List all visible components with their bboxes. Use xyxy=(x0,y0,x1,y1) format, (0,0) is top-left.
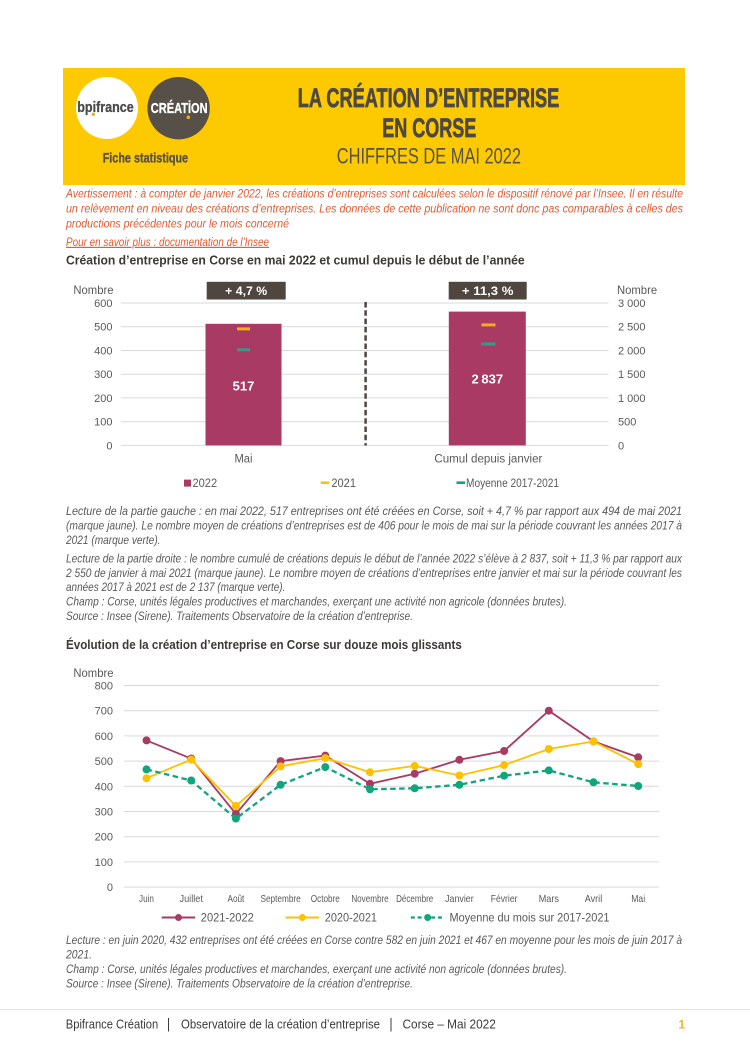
svg-text:Champ : Corse, unités légales: Champ : Corse, unités légales productive… xyxy=(66,596,567,609)
svg-text:2 837: 2 837 xyxy=(472,371,504,386)
svg-text:500: 500 xyxy=(95,756,113,768)
svg-text:Janvier: Janvier xyxy=(445,894,474,905)
svg-text:Nombre: Nombre xyxy=(617,283,657,297)
svg-text:Création d’entreprise en Corse: Création d’entreprise en Corse en mai 20… xyxy=(66,253,525,267)
svg-text:400: 400 xyxy=(94,346,112,358)
svg-text:productions précédentes pour l: productions précédentes pour le mois con… xyxy=(65,218,289,231)
svg-text:200: 200 xyxy=(94,393,112,405)
svg-text:100: 100 xyxy=(94,417,112,429)
svg-text:2021.: 2021. xyxy=(65,949,92,962)
svg-text:Lecture de la partie gauche :: Lecture de la partie gauche : en mai 202… xyxy=(66,505,682,518)
svg-text:1 500: 1 500 xyxy=(618,369,646,381)
svg-text:600: 600 xyxy=(95,731,113,743)
svg-text:Champ : Corse, unités légales: Champ : Corse, unités légales productive… xyxy=(66,963,567,976)
svg-text:2020-2021: 2020-2021 xyxy=(325,913,377,925)
svg-text:Moyenne du mois sur 2017-2021: Moyenne du mois sur 2017-2021 xyxy=(450,913,610,925)
svg-text:Septembre: Septembre xyxy=(261,894,301,905)
svg-text:Mai: Mai xyxy=(631,894,645,905)
svg-text:800: 800 xyxy=(95,681,113,693)
svg-text:Juillet: Juillet xyxy=(180,894,203,905)
svg-text:600: 600 xyxy=(94,298,112,310)
svg-text:517: 517 xyxy=(233,379,255,394)
svg-text:2 550 de janvier à mai 2021 (m: 2 550 de janvier à mai 2021 (marque jaun… xyxy=(65,567,682,580)
svg-text:EN CORSE: EN CORSE xyxy=(382,113,476,143)
svg-text:Octobre: Octobre xyxy=(311,894,340,905)
svg-text:Pour en savoir plus : document: Pour en savoir plus : documentation de l… xyxy=(66,236,269,249)
svg-text:300: 300 xyxy=(94,369,112,381)
svg-text:Août: Août xyxy=(228,894,245,905)
svg-text:Février: Février xyxy=(491,894,518,905)
svg-text:Corse – Mai 2022: Corse – Mai 2022 xyxy=(403,1017,496,1032)
svg-text:+ 11,3 %: + 11,3 % xyxy=(462,284,514,298)
svg-text:2 500: 2 500 xyxy=(618,322,646,334)
svg-text:un relèvement en niveau des cr: un relèvement en niveau des créations d’… xyxy=(66,203,683,216)
svg-text:bpifrance: bpifrance xyxy=(77,100,134,116)
svg-text:Décembre: Décembre xyxy=(396,894,433,905)
svg-text:Source : Insee (Sirene). Trait: Source : Insee (Sirene). Traitements Obs… xyxy=(66,610,413,623)
svg-text:CHIFFRES DE MAI 2022: CHIFFRES DE MAI 2022 xyxy=(337,144,521,169)
svg-text:700: 700 xyxy=(95,706,113,718)
svg-text:Observatoire de la création d’: Observatoire de la création d’entreprise xyxy=(181,1017,380,1032)
svg-text:Nombre: Nombre xyxy=(73,283,113,297)
svg-text:2021 (marque verte).: 2021 (marque verte). xyxy=(65,534,160,547)
svg-text:400: 400 xyxy=(95,781,113,793)
svg-text:Juin: Juin xyxy=(139,894,154,905)
svg-text:Évolution de la création d’ent: Évolution de la création d’entreprise en… xyxy=(66,637,462,652)
svg-text:500: 500 xyxy=(94,322,112,334)
svg-text:Source : Insee (Sirene). Trait: Source : Insee (Sirene). Traitements Obs… xyxy=(66,977,413,990)
svg-text:Avril: Avril xyxy=(585,894,602,905)
svg-text:Lecture de la partie droite :: Lecture de la partie droite : le nombre … xyxy=(66,552,683,565)
svg-text:1 000: 1 000 xyxy=(618,393,646,405)
svg-text:1: 1 xyxy=(679,1018,686,1032)
svg-text:0: 0 xyxy=(618,440,624,452)
svg-text:300: 300 xyxy=(95,807,113,819)
svg-text:2021-2022: 2021-2022 xyxy=(201,913,254,925)
svg-text:Bpifrance Création: Bpifrance Création xyxy=(66,1017,158,1032)
svg-text:CRÉATİON: CRÉATİON xyxy=(151,100,208,117)
svg-text:Avertissement : à compter de j: Avertissement : à compter de janvier 202… xyxy=(65,187,683,200)
svg-text:0: 0 xyxy=(107,882,113,894)
svg-text:Fiche statistique: Fiche statistique xyxy=(103,151,188,166)
svg-text:2 000: 2 000 xyxy=(618,346,646,358)
svg-text:2021: 2021 xyxy=(331,478,356,490)
svg-text:LA CRÉATION D’ENTREPRISE: LA CRÉATION D’ENTREPRISE xyxy=(298,82,560,113)
svg-text:500: 500 xyxy=(618,417,636,429)
svg-text:(marque jaune). Le nombre moye: (marque jaune). Le nombre moyen de créat… xyxy=(66,519,682,532)
svg-text:200: 200 xyxy=(95,832,113,844)
svg-text:Nombre: Nombre xyxy=(73,666,113,680)
svg-text:Cumul depuis janvier: Cumul depuis janvier xyxy=(434,453,542,465)
svg-text:Mars: Mars xyxy=(539,894,559,905)
svg-text:3 000: 3 000 xyxy=(618,298,646,310)
svg-text:+ 4,7 %: + 4,7 % xyxy=(225,284,268,298)
svg-text:Moyenne 2017-2021: Moyenne 2017-2021 xyxy=(466,478,559,490)
svg-text:0: 0 xyxy=(106,440,112,452)
svg-text:Mai: Mai xyxy=(235,453,253,465)
svg-text:années 2017 à 2021 est de 2 13: années 2017 à 2021 est de 2 137 (marque … xyxy=(66,581,285,594)
svg-text:Lecture : en juin 2020, 432 en: Lecture : en juin 2020, 432 entreprises … xyxy=(66,934,682,947)
svg-text:100: 100 xyxy=(95,857,113,869)
svg-text:Novembre: Novembre xyxy=(351,894,389,905)
svg-text:2022: 2022 xyxy=(193,478,218,490)
